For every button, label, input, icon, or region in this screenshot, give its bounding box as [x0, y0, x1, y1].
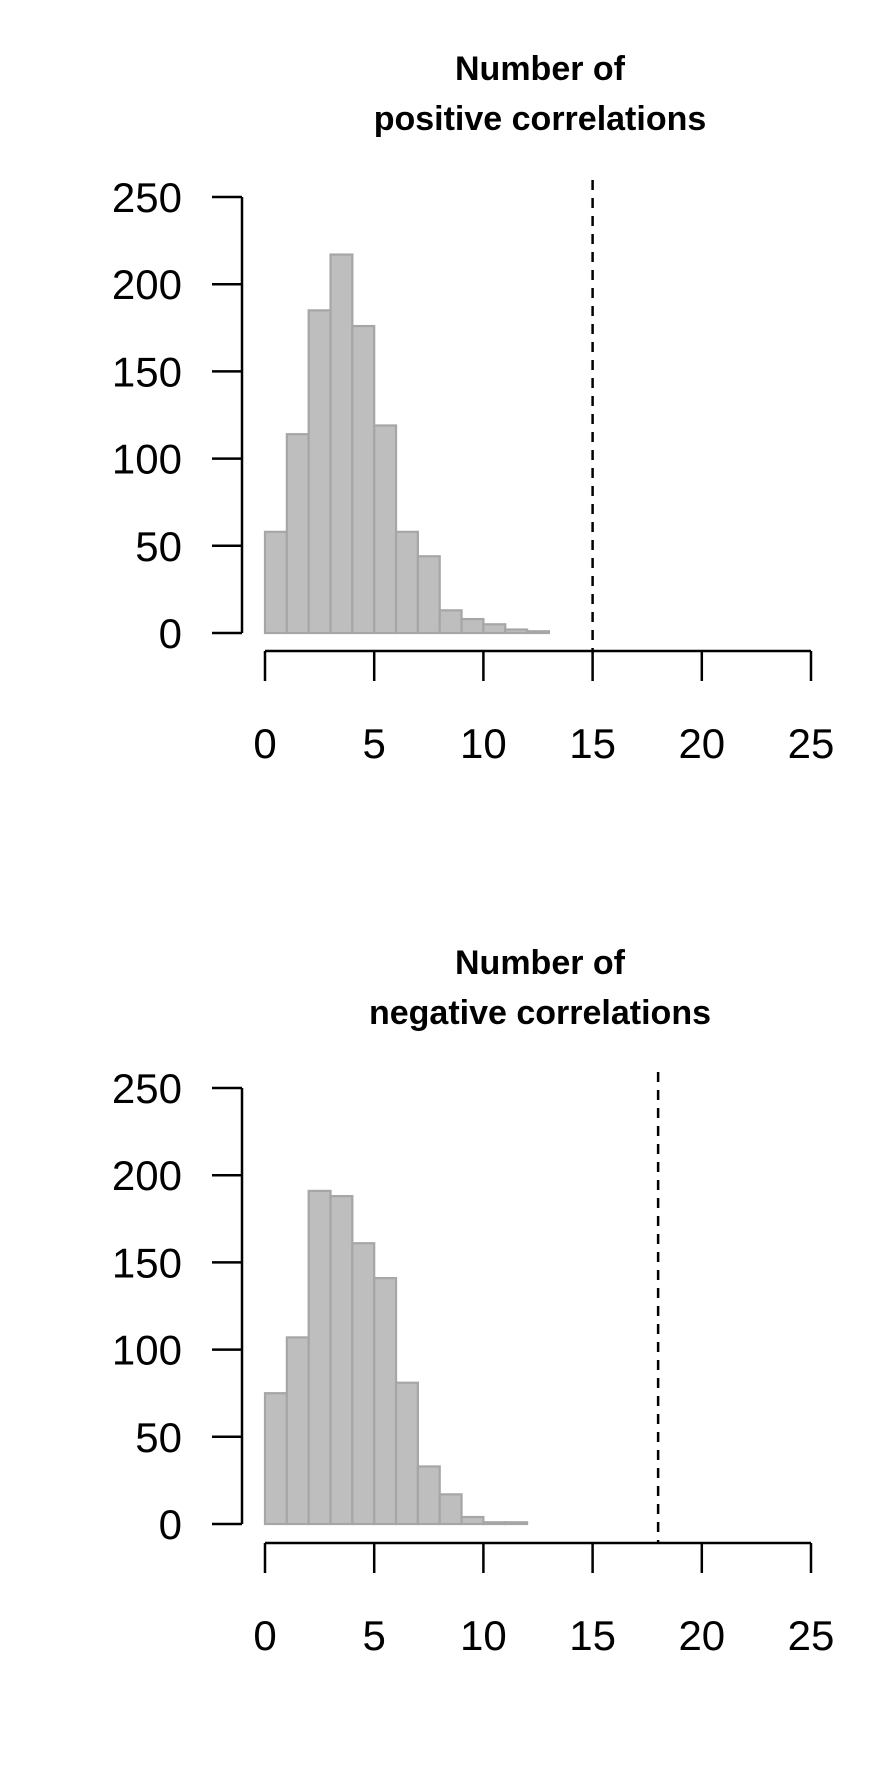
histogram-bar — [482, 1521, 507, 1526]
histogram-bar — [263, 530, 288, 635]
histogram-bar — [307, 1189, 332, 1526]
x-tick-label: 25 — [788, 720, 835, 767]
bars-group — [263, 253, 551, 635]
histogram-bar — [438, 609, 463, 635]
histogram-bar — [351, 324, 376, 635]
x-tick-label: 0 — [253, 1612, 276, 1659]
y-tick-label: 200 — [112, 1152, 182, 1199]
histogram-bar — [329, 253, 354, 635]
x-tick-label: 5 — [363, 720, 386, 767]
x-tick-label: 20 — [678, 720, 725, 767]
y-tick-label: 250 — [112, 1065, 182, 1112]
chart-title-line2: positive correlations — [374, 100, 707, 138]
chart-title-line1: Number of — [455, 944, 626, 982]
histogram-bar — [263, 1392, 288, 1526]
x-tick-label: 20 — [678, 1612, 725, 1659]
chart-title-line1: Number of — [455, 50, 626, 88]
histogram-bar — [460, 617, 485, 635]
histogram-bar — [482, 623, 507, 635]
histogram-bar — [416, 1465, 441, 1526]
y-tick-label: 100 — [112, 436, 182, 483]
y-tick-label: 50 — [135, 523, 182, 570]
x-tick-label: 0 — [253, 720, 276, 767]
y-tick-label: 0 — [159, 1501, 182, 1548]
histogram-bar — [307, 309, 332, 635]
y-tick-label: 50 — [135, 1414, 182, 1461]
histogram-bar — [373, 424, 398, 635]
histogram-bar — [460, 1515, 485, 1526]
axes-group: 0 50 100 150 200 250 0 5 10 15 20 25 — [112, 1065, 834, 1659]
y-tick-label: 150 — [112, 1239, 182, 1286]
histogram-bar — [373, 1276, 398, 1526]
axes-group: 0 50 100 150 200 250 0 5 10 15 20 25 — [112, 174, 834, 767]
x-tick-label: 10 — [460, 720, 507, 767]
histogram-bar — [416, 555, 441, 635]
chart-title-line2: negative correlations — [369, 994, 711, 1032]
histogram-bar — [504, 628, 529, 635]
y-tick-label: 250 — [112, 174, 182, 221]
y-tick-label: 0 — [159, 610, 182, 657]
x-tick-label: 5 — [363, 1612, 386, 1659]
y-tick-label: 200 — [112, 261, 182, 308]
x-tick-label: 15 — [569, 720, 616, 767]
histogram-bar — [394, 1381, 419, 1526]
x-tick-label: 25 — [788, 1612, 835, 1659]
x-tick-label: 15 — [569, 1612, 616, 1659]
y-tick-label: 100 — [112, 1327, 182, 1374]
histogram-bar — [329, 1195, 354, 1526]
histogram-bar — [351, 1242, 376, 1526]
histogram-bar — [285, 1336, 310, 1526]
x-tick-label: 10 — [460, 1612, 507, 1659]
bars-group — [263, 1189, 529, 1526]
negative-correlations-panel: Number of negative correlations 05010015… — [112, 944, 834, 1659]
histogram-bar — [438, 1493, 463, 1526]
positive-correlations-panel: Number of positive correlations 05010015… — [112, 50, 834, 767]
histogram-bar — [525, 630, 551, 635]
histogram-bar — [394, 530, 419, 635]
y-tick-label: 150 — [112, 348, 182, 395]
histogram-bar — [285, 433, 310, 635]
histogram-bar — [504, 1521, 529, 1526]
